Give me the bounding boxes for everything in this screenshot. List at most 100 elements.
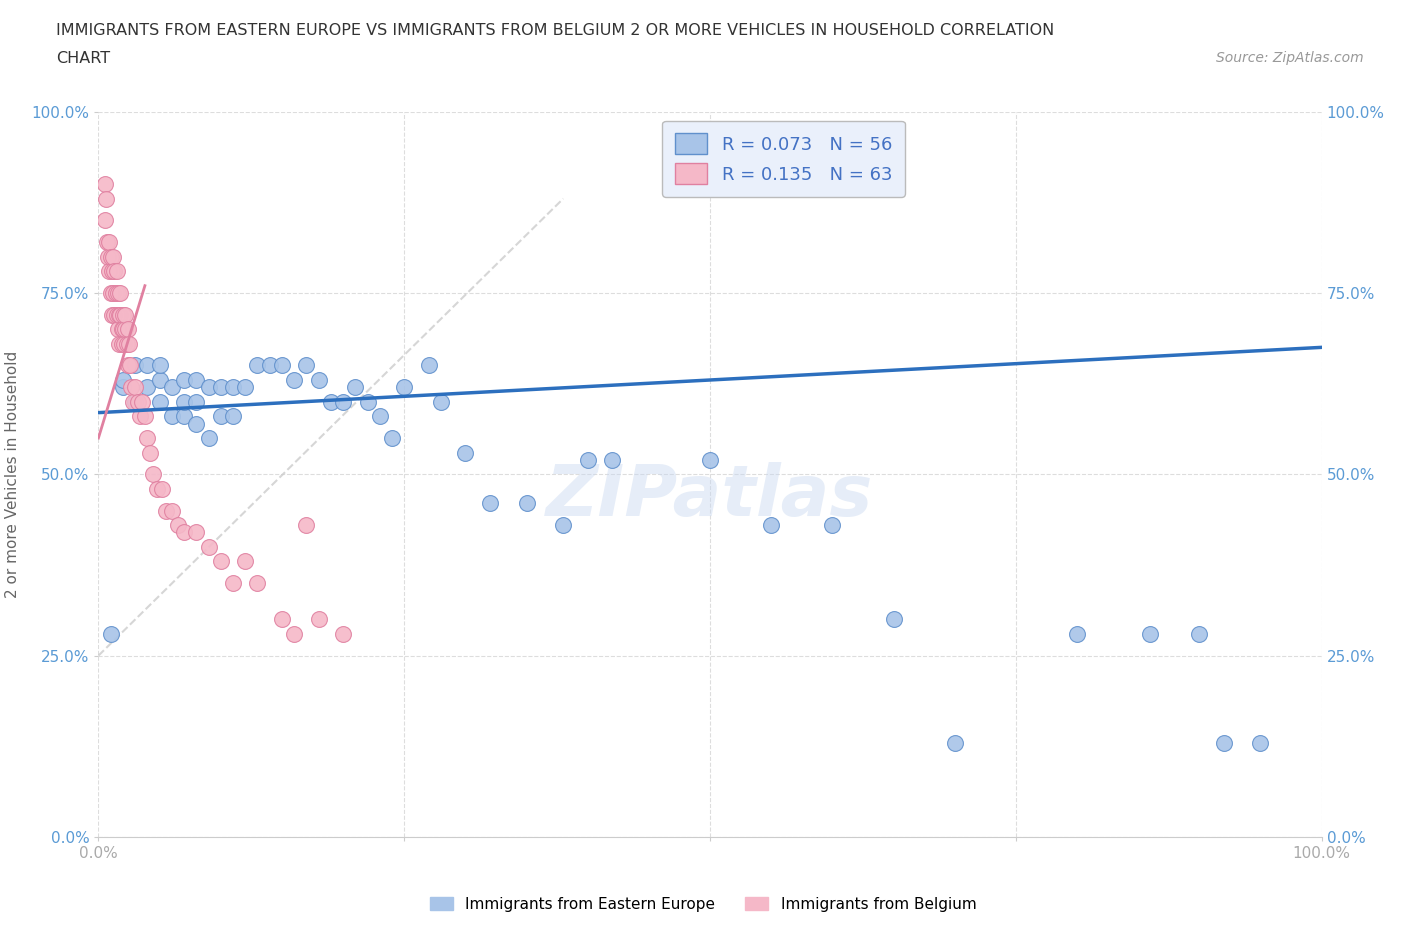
Point: [98, 234, 121, 249]
Point: [478, 496, 501, 511]
Point: [114, 322, 136, 337]
Point: [576, 452, 599, 467]
Point: [233, 379, 256, 394]
Point: [101, 249, 124, 264]
Point: [332, 627, 354, 642]
Point: [107, 286, 129, 300]
Point: [100, 249, 122, 264]
Point: [332, 394, 354, 409]
Point: [103, 307, 125, 322]
Point: [1212, 736, 1234, 751]
Point: [454, 445, 477, 460]
Text: IMMIGRANTS FROM EASTERN EUROPE VS IMMIGRANTS FROM BELGIUM 2 OR MORE VEHICLES IN : IMMIGRANTS FROM EASTERN EUROPE VS IMMIGR…: [56, 23, 1054, 38]
Point: [124, 379, 146, 394]
Point: [111, 322, 134, 337]
Point: [114, 307, 136, 322]
Point: [111, 379, 134, 394]
Point: [93, 177, 115, 192]
Point: [1139, 627, 1161, 642]
Point: [1249, 736, 1271, 751]
Point: [149, 394, 172, 409]
Point: [96, 234, 118, 249]
Text: Source: ZipAtlas.com: Source: ZipAtlas.com: [1216, 51, 1364, 65]
Point: [101, 286, 124, 300]
Point: [120, 379, 142, 394]
Point: [167, 518, 190, 533]
Point: [553, 518, 575, 533]
Point: [136, 379, 159, 394]
Point: [186, 394, 208, 409]
Point: [111, 307, 134, 322]
Point: [111, 373, 134, 388]
Point: [117, 358, 139, 373]
Point: [136, 358, 159, 373]
Point: [515, 496, 537, 511]
Point: [93, 213, 115, 228]
Point: [295, 518, 318, 533]
Point: [392, 379, 416, 394]
Text: CHART: CHART: [56, 51, 110, 66]
Point: [120, 358, 142, 373]
Point: [761, 518, 783, 533]
Point: [124, 358, 146, 373]
Point: [222, 409, 245, 424]
Point: [121, 394, 143, 409]
Legend: R = 0.073   N = 56, R = 0.135   N = 63: R = 0.073 N = 56, R = 0.135 N = 63: [662, 121, 905, 196]
Point: [418, 358, 440, 373]
Legend: Immigrants from Eastern Europe, Immigrants from Belgium: Immigrants from Eastern Europe, Immigran…: [423, 890, 983, 918]
Point: [283, 373, 305, 388]
Point: [160, 379, 183, 394]
Point: [142, 467, 165, 482]
Point: [107, 322, 129, 337]
Point: [600, 452, 623, 467]
Point: [131, 394, 153, 409]
Point: [308, 373, 330, 388]
Point: [222, 379, 245, 394]
Point: [110, 286, 132, 300]
Point: [155, 503, 177, 518]
Point: [149, 358, 172, 373]
Point: [100, 286, 122, 300]
Point: [150, 482, 173, 497]
Point: [108, 337, 131, 352]
Point: [197, 379, 219, 394]
Point: [295, 358, 318, 373]
Point: [110, 307, 132, 322]
Point: [104, 286, 127, 300]
Point: [173, 525, 195, 539]
Point: [105, 264, 128, 279]
Point: [344, 379, 367, 394]
Point: [699, 452, 721, 467]
Y-axis label: 2 or more Vehicles in Household: 2 or more Vehicles in Household: [6, 351, 20, 598]
Point: [883, 612, 905, 627]
Point: [117, 322, 139, 337]
Point: [209, 379, 232, 394]
Point: [356, 394, 378, 409]
Point: [105, 307, 128, 322]
Point: [134, 409, 156, 424]
Point: [270, 358, 294, 373]
Point: [197, 539, 219, 554]
Point: [283, 627, 305, 642]
Point: [186, 416, 208, 431]
Point: [246, 358, 269, 373]
Point: [103, 264, 125, 279]
Point: [308, 612, 330, 627]
Point: [173, 394, 195, 409]
Point: [186, 525, 208, 539]
Point: [186, 373, 208, 388]
Point: [98, 264, 121, 279]
Point: [146, 482, 169, 497]
Point: [94, 192, 117, 206]
Point: [127, 394, 149, 409]
Point: [101, 307, 124, 322]
Point: [173, 373, 195, 388]
Point: [209, 409, 232, 424]
Text: ZIPatlas: ZIPatlas: [547, 461, 873, 530]
Point: [160, 503, 183, 518]
Point: [136, 431, 159, 445]
Point: [821, 518, 844, 533]
Point: [197, 431, 219, 445]
Point: [111, 322, 134, 337]
Point: [124, 394, 146, 409]
